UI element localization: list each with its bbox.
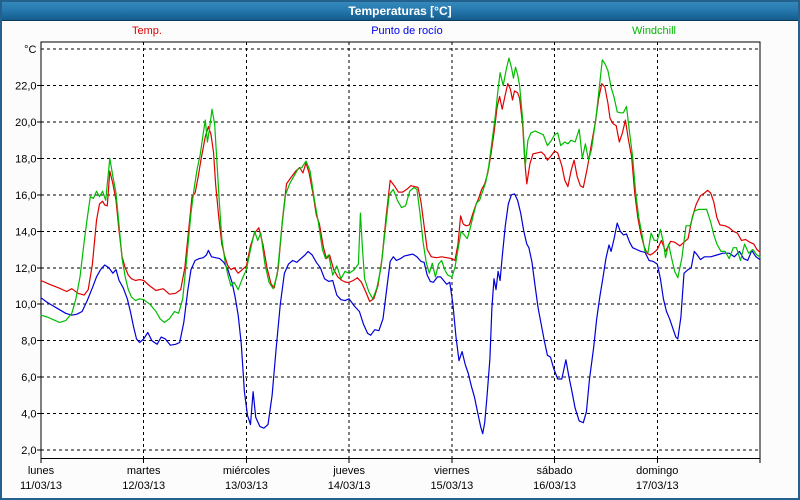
- series-line-punto-de-roc-o: [40, 193, 761, 435]
- legend-item-windchill: Windchill: [631, 25, 677, 37]
- x-day-label: lunes: [28, 465, 55, 477]
- x-date-label: 17/03/13: [636, 480, 679, 492]
- x-date-label: 14/03/13: [328, 480, 371, 492]
- legend-item-temp: Temp.: [132, 25, 162, 37]
- x-day-label: miércoles: [223, 465, 271, 477]
- y-tick-label: 8,0: [21, 336, 36, 348]
- series-line-windchill: [40, 57, 761, 323]
- x-day-label: viernes: [434, 465, 470, 477]
- x-date-label: 13/03/13: [225, 480, 268, 492]
- y-tick-label: 16,0: [15, 190, 36, 202]
- y-tick-label: 12,0: [15, 263, 36, 275]
- series-line-temp: [40, 82, 761, 303]
- window-title: Temperaturas [°C]: [348, 4, 452, 18]
- plot-area: [41, 42, 760, 459]
- x-date-label: 11/03/13: [20, 480, 62, 492]
- chart-legend: Temp. Punto de rocío Windchill: [2, 21, 798, 41]
- x-day-label: jueves: [332, 465, 365, 477]
- x-day-label: sábado: [537, 465, 573, 477]
- window-title-bar: Temperaturas [°C]: [2, 2, 798, 21]
- y-tick-label: 10,0: [15, 299, 36, 311]
- legend-item-dew-point: Punto de rocío: [371, 25, 443, 37]
- y-tick-label: 22,0: [15, 80, 36, 92]
- x-date-label: 12/03/13: [122, 480, 165, 492]
- x-date-label: 15/03/13: [430, 480, 473, 492]
- x-day-label: martes: [127, 465, 161, 477]
- y-tick-label: 6,0: [21, 372, 36, 384]
- y-tick-label: 2,0: [21, 445, 36, 457]
- x-date-label: 16/03/13: [533, 480, 576, 492]
- y-tick-label: 14,0: [15, 226, 36, 238]
- y-axis-unit-label: °C: [24, 44, 36, 56]
- plot-border: [40, 41, 761, 459]
- y-tick-label: 20,0: [15, 117, 36, 129]
- x-day-label: domingo: [636, 465, 678, 477]
- y-tick-label: 18,0: [15, 153, 36, 165]
- y-tick-label: 4,0: [21, 409, 36, 421]
